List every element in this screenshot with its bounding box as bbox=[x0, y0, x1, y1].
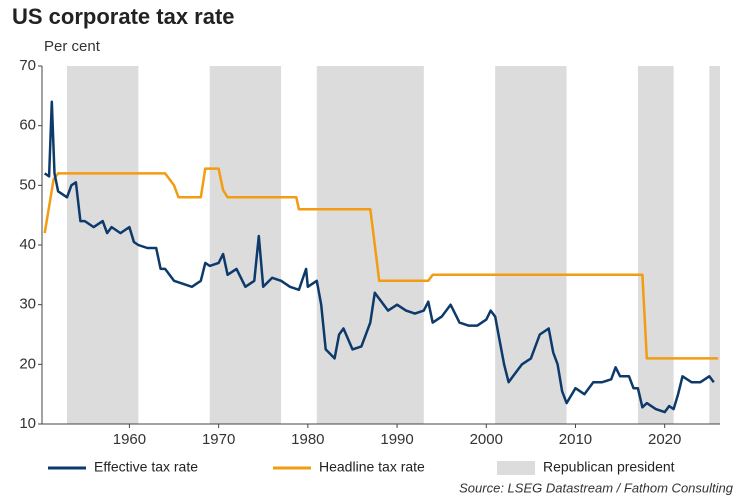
shade-period bbox=[709, 66, 720, 424]
legend-swatch bbox=[497, 461, 535, 475]
series-line bbox=[43, 100, 715, 414]
shade-period bbox=[637, 66, 674, 424]
x-tick-label: 2010 bbox=[559, 431, 592, 448]
shade-period bbox=[66, 66, 139, 424]
y-tick-label: 30 bbox=[19, 296, 36, 313]
x-tick-label: 2020 bbox=[648, 431, 681, 448]
y-tick-label: 70 bbox=[19, 57, 36, 74]
legend-label: Effective tax rate bbox=[94, 459, 198, 475]
shade-period bbox=[209, 66, 282, 424]
source: Source: LSEG Datastream / Fathom Consult… bbox=[459, 480, 734, 495]
shade-period bbox=[316, 66, 424, 424]
x-tick-label: 1960 bbox=[113, 431, 146, 448]
chart-subtitle: Per cent bbox=[44, 38, 101, 55]
series-line bbox=[43, 167, 719, 360]
legend-label: Headline tax rate bbox=[319, 459, 425, 475]
x-tick-label: 1980 bbox=[291, 431, 324, 448]
shade-period bbox=[495, 66, 567, 424]
x-tick-label: 1990 bbox=[380, 431, 413, 448]
x-tick-label: 1970 bbox=[202, 431, 235, 448]
y-tick-label: 10 bbox=[19, 415, 36, 432]
y-tick-label: 60 bbox=[19, 117, 36, 134]
x-tick-label: 2000 bbox=[470, 431, 503, 448]
y-tick-label: 40 bbox=[19, 236, 36, 253]
chart-title: US corporate tax rate bbox=[12, 4, 235, 29]
y-tick-label: 20 bbox=[19, 355, 36, 372]
legend-label: Republican president bbox=[543, 459, 675, 475]
y-tick-label: 50 bbox=[19, 176, 36, 193]
